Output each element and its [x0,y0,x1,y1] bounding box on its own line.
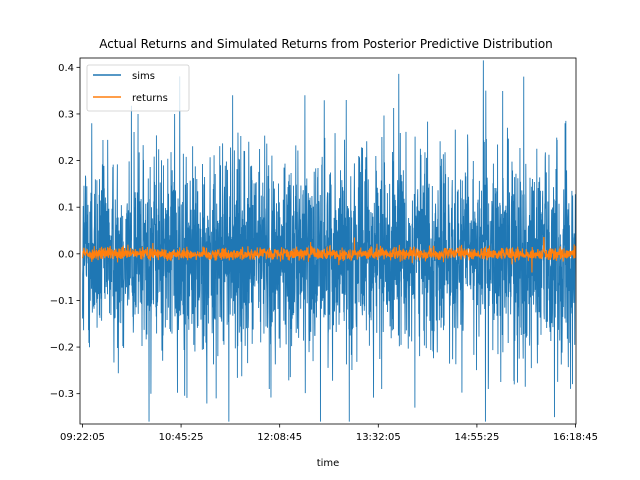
x-tick-label: 12:08:45 [257,432,302,443]
x-tick-label: 13:32:05 [356,432,401,443]
chart-title: Actual Returns and Simulated Returns fro… [99,37,553,51]
y-tick-label: −0.3 [50,389,74,400]
y-axis: −0.3 −0.2 −0.1 0.0 0.1 0.2 0.3 0.4 [50,63,80,400]
axes-frame [79,57,577,425]
plot-area [81,60,577,422]
legend-label-returns: returns [132,93,168,104]
x-tick-label: 16:18:45 [553,432,598,443]
x-tick-label: 10:45:25 [159,432,204,443]
series-line-returns [81,236,577,273]
legend-label-sims: sims [132,71,155,82]
y-tick-label: 0.0 [58,249,74,260]
y-tick-label: −0.1 [50,296,74,307]
series-line-sims [82,60,576,422]
y-tick-label: 0.3 [58,109,74,120]
y-tick-label: 0.2 [58,156,74,167]
y-tick-label: 0.4 [58,63,74,74]
legend-box [86,64,190,112]
x-tick-label: 09:22:05 [60,432,105,443]
x-axis: 09:22:05 10:45:25 12:08:45 13:32:05 14:55:25… [60,424,598,443]
x-tick-label: 14:55:25 [454,432,499,443]
y-tick-label: −0.2 [50,343,74,354]
y-tick-label: 0.1 [58,203,74,214]
x-axis-title: time [317,458,340,469]
legend: sims returns [86,64,190,112]
